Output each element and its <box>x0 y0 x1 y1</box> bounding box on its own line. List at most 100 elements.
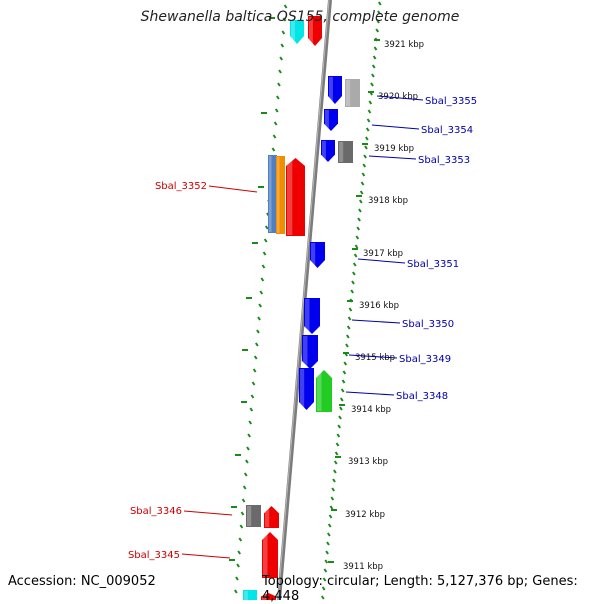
gene-feature <box>299 368 314 410</box>
inner-ruler-dot <box>277 82 281 87</box>
ruler-dot <box>322 577 327 582</box>
gene-label-leader <box>368 155 417 160</box>
ruler-dot <box>357 217 361 222</box>
inner-ruler-dot <box>274 108 279 113</box>
tick-label: 3918 kbp <box>368 196 408 206</box>
ruler-dot <box>337 424 342 429</box>
ruler-dot <box>353 253 358 258</box>
inner-ruler-dot <box>281 30 286 35</box>
inner-ruler-dot <box>238 537 243 542</box>
ruler-dot <box>326 532 331 537</box>
ruler-dot <box>364 145 368 150</box>
ruler-dot <box>363 154 367 159</box>
gene-label-leaders <box>181 95 424 559</box>
ruler-dot <box>331 487 335 492</box>
gene-label: Sbal_3348 <box>396 391 448 402</box>
gene-label: Sbal_3354 <box>421 125 473 136</box>
gene-feature-shading <box>329 77 333 103</box>
ruler-dot <box>327 523 332 528</box>
ruler-dot <box>368 100 373 105</box>
ruler-dot <box>332 478 336 483</box>
inner-ruler-dot <box>257 316 261 321</box>
ruler-dot <box>323 568 328 573</box>
ruler-dot <box>377 1 382 6</box>
gene-feature-shading <box>244 591 248 600</box>
gene-labels: Sbal_3355 Sbal_3354 Sbal_3353 Sbal_3352 Sbal… <box>128 96 477 561</box>
inner-ruler-dot <box>237 550 241 555</box>
inner-ruler-dot <box>280 43 285 48</box>
page-title: Shewanella baltica OS155, complete genom… <box>140 9 460 25</box>
gene-feature-shading <box>311 243 316 267</box>
inner-ruler-dot <box>240 511 245 516</box>
gene-feature-shading <box>269 156 272 232</box>
gene-feature-shading <box>262 594 267 600</box>
inner-ruler-dot <box>271 147 276 152</box>
gene-label: Sbal_3355 <box>425 96 477 107</box>
gene-feature <box>302 335 318 369</box>
gene-feature-shading <box>277 157 280 233</box>
gene-feature <box>261 593 276 600</box>
ruler-dot <box>362 163 367 168</box>
gene-feature-shading <box>346 80 351 106</box>
gene-feature <box>316 370 332 412</box>
ruler-dot <box>342 370 347 375</box>
gene-feature <box>262 532 278 578</box>
tick-label: 3917 kbp <box>363 249 403 259</box>
gene-label-leader <box>183 510 233 516</box>
ruler-dot <box>376 19 380 24</box>
tick-label: 3914 kbp <box>351 405 391 415</box>
inner-ruler-dot <box>249 407 254 412</box>
ruler-dot <box>354 244 359 249</box>
tick-label: 3913 kbp <box>348 457 388 467</box>
inner-ruler-dot <box>278 69 282 74</box>
gene-feature <box>310 242 325 268</box>
ruler-dot <box>358 208 362 213</box>
ruler-dot <box>321 586 326 591</box>
ruler-dot <box>336 433 341 438</box>
gene-feature-shading <box>265 507 270 527</box>
ruler-dot <box>365 127 370 132</box>
tick-label: 3912 kbp <box>345 510 385 520</box>
gene-label: Sbal_3353 <box>418 155 470 166</box>
gene-feature <box>268 155 277 233</box>
inner-ruler-dot <box>264 225 269 230</box>
gene-feature-shading <box>287 159 293 235</box>
ruler-dot <box>355 235 360 240</box>
inner-ruler-dot <box>272 134 277 139</box>
ruler-dot <box>343 361 348 366</box>
gene-label-leader <box>345 391 395 396</box>
inner-ruler-dot <box>242 485 247 490</box>
ruler-dot <box>361 172 366 177</box>
inner-ruler-dot <box>256 329 260 334</box>
ruler-dot <box>345 343 349 348</box>
inner-ruler-dot <box>273 121 278 126</box>
ruler-dot <box>377 10 381 15</box>
gene-feature <box>321 140 335 162</box>
inner-ruler-dot <box>283 4 288 9</box>
inner-ruler-dot <box>248 420 253 425</box>
gene-feature <box>286 158 305 236</box>
ruler-dot <box>347 316 352 321</box>
ruler-dot <box>346 325 351 330</box>
gene-feature-shading <box>325 110 329 130</box>
ruler-dot <box>367 109 372 114</box>
ruler-dot <box>329 505 334 510</box>
inner-ruler-dot <box>241 498 246 503</box>
inner-ruler-dot <box>279 56 283 61</box>
ruler-dot <box>325 550 329 555</box>
inner-ruler-dot <box>260 277 265 282</box>
inner-ruler-dot <box>261 264 266 269</box>
inner-ruler-dot <box>255 342 259 347</box>
gene-label: Sbal_3349 <box>399 354 451 365</box>
inner-ruler-dot <box>263 238 268 243</box>
ruler-dot <box>351 280 355 285</box>
gene-feature-shading <box>247 506 252 526</box>
tick-label: 3916 kbp <box>359 301 399 311</box>
ruler-dot <box>340 388 345 393</box>
ruler-dot <box>366 118 371 123</box>
inner-ruler-dot <box>246 446 250 451</box>
gene-feature <box>328 76 342 104</box>
accession-text: Accession: NC_009052 <box>8 574 156 589</box>
ruler-dot <box>339 397 344 402</box>
ruler-dot <box>360 181 365 186</box>
